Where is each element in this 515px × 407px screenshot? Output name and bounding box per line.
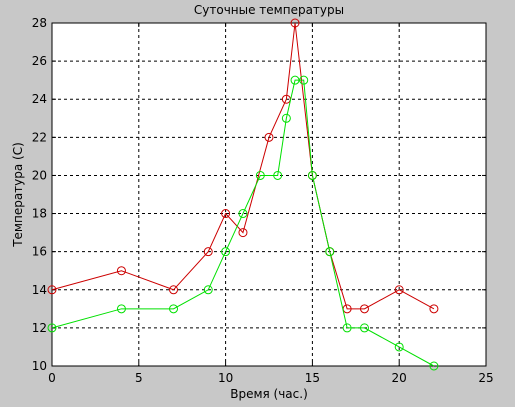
x-tick-label: 20 — [392, 371, 407, 385]
series-2-point — [203, 285, 213, 295]
series-2-point — [281, 113, 291, 123]
y-tick-label: 24 — [32, 92, 47, 106]
y-tick-label: 10 — [32, 359, 47, 373]
series-2-point — [273, 170, 283, 180]
plot-frame — [51, 22, 487, 367]
series-2-point — [342, 323, 352, 333]
x-tick-label: 25 — [478, 371, 493, 385]
plot-area — [52, 23, 486, 366]
y-tick-label: 12 — [32, 321, 47, 335]
series-2 — [47, 75, 439, 371]
series-1-point — [429, 304, 439, 314]
y-tick-label: 26 — [32, 54, 47, 68]
y-tick-label: 28 — [32, 16, 47, 30]
series-2-point — [221, 247, 231, 257]
series-1-point — [203, 247, 213, 257]
series-2-point — [238, 209, 248, 219]
x-axis-label: Время (час.) — [230, 387, 308, 401]
x-tick-label: 10 — [218, 371, 233, 385]
series-1-point — [47, 285, 57, 295]
x-tick-label: 5 — [135, 371, 143, 385]
series-2-point — [47, 323, 57, 333]
series-2-point — [394, 342, 404, 352]
series-1-point — [290, 18, 300, 28]
series-2-point — [299, 75, 309, 85]
y-tick-label: 16 — [32, 245, 47, 259]
y-tick-label: 18 — [32, 207, 47, 221]
x-tick-label: 15 — [305, 371, 320, 385]
y-tick-label: 20 — [32, 168, 47, 182]
series-2-point — [290, 75, 300, 85]
x-tick-label: 0 — [48, 371, 56, 385]
series-1-point — [116, 266, 126, 276]
series-2-point — [116, 304, 126, 314]
series-1-point — [359, 304, 369, 314]
series-1-point — [169, 285, 179, 295]
series-2-point — [307, 170, 317, 180]
y-axis-label: Температура (С) — [11, 142, 25, 248]
series-2-point — [429, 361, 439, 371]
series-2-point — [359, 323, 369, 333]
series-2-point — [255, 170, 265, 180]
series-2-line — [51, 79, 435, 367]
series-1-point — [221, 209, 231, 219]
series-2-point — [169, 304, 179, 314]
y-tick-label: 22 — [32, 130, 47, 144]
y-tick-label: 14 — [32, 283, 47, 297]
series-1-point — [238, 228, 248, 238]
series-1-line — [51, 22, 435, 310]
series-layer — [47, 18, 439, 371]
axis-ticks: 0 5 10 15 20 25 10 12 14 16 18 20 22 24 26 28 — [32, 16, 494, 385]
chart-title: Суточные температуры — [194, 3, 344, 17]
series-2-point — [325, 247, 335, 257]
series-1-point — [394, 285, 404, 295]
series-1-point — [264, 132, 274, 142]
